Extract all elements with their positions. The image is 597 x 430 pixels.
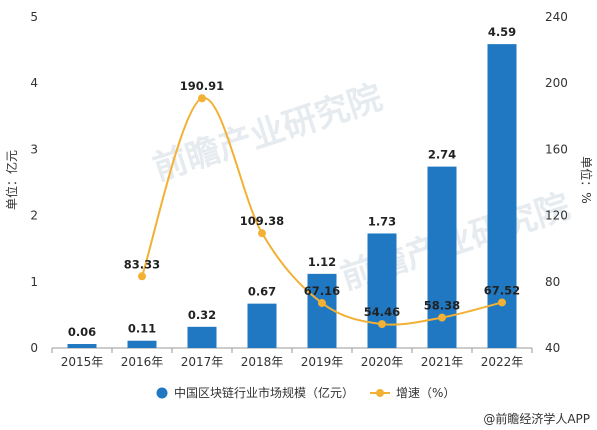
right-tick-label: 200: [545, 76, 568, 90]
x-tick-label: 2015年: [61, 355, 104, 369]
growth-point: [258, 229, 266, 238]
bar-value-label: 0.11: [128, 322, 156, 336]
right-tick-label: 80: [545, 275, 560, 289]
growth-point: [198, 94, 206, 103]
growth-point: [138, 272, 146, 281]
growth-value-label: 67.52: [484, 283, 520, 297]
left-tick-label: 0: [30, 341, 38, 355]
bar: [367, 233, 397, 348]
bar-value-label: 0.06: [68, 325, 96, 339]
right-tick-label: 40: [545, 341, 560, 355]
left-tick-label: 3: [30, 142, 38, 156]
legend: 中国区块链行业市场规模（亿元） 增速（%）: [156, 385, 455, 400]
bar: [247, 303, 277, 348]
growth-value-label: 58.38: [424, 299, 460, 313]
x-tick-label: 2018年: [241, 355, 284, 369]
left-axis-title: 单位：亿元: [4, 150, 19, 210]
bar: [67, 344, 97, 348]
bar: [307, 273, 337, 348]
bar-value-label: 2.74: [428, 148, 456, 162]
right-tick-label: 120: [545, 209, 568, 223]
right-tick-label: 160: [545, 142, 568, 156]
source-note: @前瞻经济学人APP: [483, 411, 590, 426]
legend-bar-marker: [156, 387, 168, 399]
growth-point: [498, 298, 506, 307]
watermark: 前瞻产业研究院: [148, 77, 387, 189]
x-tick-label: 2022年: [481, 355, 524, 369]
growth-value-label: 54.46: [364, 305, 400, 319]
bar-value-label: 0.67: [248, 285, 276, 299]
bar-value-label: 0.32: [188, 308, 216, 322]
growth-point: [438, 313, 446, 322]
growth-point: [378, 320, 386, 329]
bar-value-label: 1.12: [308, 255, 336, 269]
legend-bar-label: 中国区块链行业市场规模（亿元）: [174, 385, 354, 400]
bar: [487, 44, 517, 348]
growth-line: [141, 97, 503, 326]
bar: [127, 340, 157, 348]
bar: [187, 326, 217, 348]
growth-value-label: 67.16: [304, 284, 340, 298]
x-tick-label: 2017年: [181, 355, 224, 369]
left-tick-label: 2: [30, 209, 38, 223]
growth-value-label: 109.38: [240, 214, 284, 228]
bar-value-label: 1.73: [368, 214, 396, 228]
legend-line-label: 增速（%）: [396, 386, 455, 400]
x-tick-label: 2021年: [421, 355, 464, 369]
growth-point: [318, 299, 326, 308]
bar-value-label: 4.59: [488, 25, 516, 39]
x-tick-label: 2020年: [361, 355, 404, 369]
right-tick-label: 240: [545, 10, 568, 24]
left-tick-label: 4: [30, 76, 38, 90]
x-tick-label: 2016年: [121, 355, 164, 369]
x-tick-label: 2019年: [301, 355, 344, 369]
right-axis-title: 单位：%: [579, 156, 594, 203]
left-tick-label: 5: [30, 10, 38, 24]
growth-value-label: 190.91: [180, 79, 224, 93]
legend-line-dot: [376, 389, 384, 397]
left-tick-label: 1: [30, 275, 38, 289]
growth-value-label: 83.33: [124, 257, 160, 271]
